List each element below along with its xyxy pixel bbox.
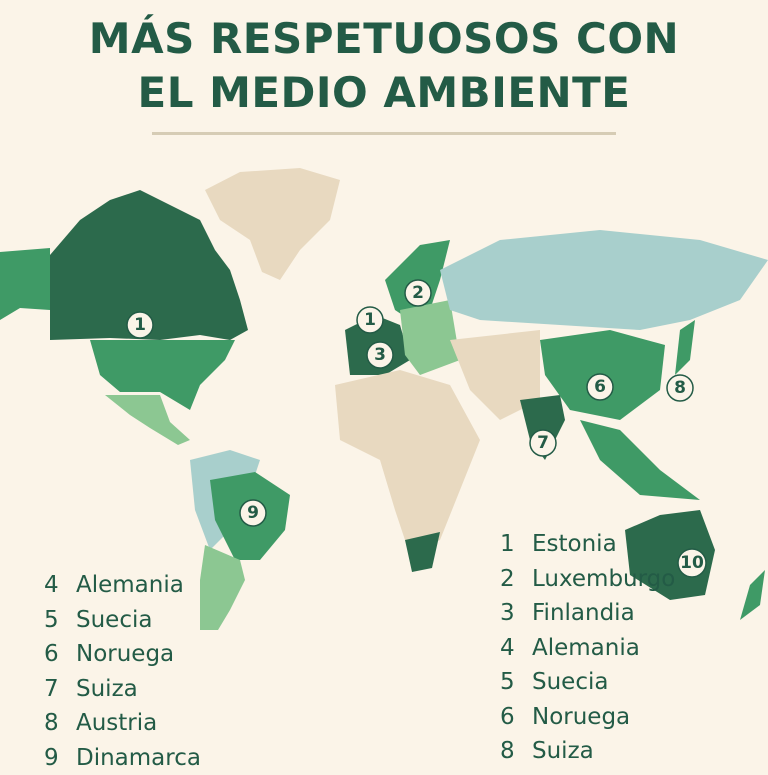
svg-text:1: 1 [364, 310, 376, 330]
country: Noruega [76, 641, 174, 667]
southeast-asia [580, 420, 700, 500]
rank: 6 [500, 700, 532, 735]
map-marker: 3 [367, 342, 393, 368]
map-marker: 1 [127, 312, 153, 338]
rank: 8 [500, 734, 532, 769]
country: Finlandia [532, 600, 635, 626]
country: Alemania [76, 572, 184, 598]
rank: 4 [44, 568, 76, 603]
map-marker: 10 [678, 549, 706, 577]
rank: 1 [500, 527, 532, 562]
japan [675, 320, 695, 375]
map-marker: 1 [357, 307, 383, 333]
rank: 9 [44, 741, 76, 775]
svg-text:10: 10 [680, 553, 704, 573]
country: Noruega [532, 704, 630, 730]
africa [335, 370, 480, 555]
svg-text:7: 7 [537, 433, 549, 453]
svg-text:2: 2 [412, 283, 424, 303]
mexico [105, 395, 190, 445]
map-marker: 2 [405, 280, 431, 306]
rank: 2 [500, 562, 532, 597]
alaska [0, 248, 50, 320]
russia [440, 230, 768, 330]
rank: 7 [44, 672, 76, 707]
title-divider [152, 132, 616, 135]
svg-text:9: 9 [247, 503, 259, 523]
country: Luxemburgo [532, 566, 675, 592]
country: Suecia [532, 669, 608, 695]
map-marker: 6 [587, 374, 613, 400]
country: Estonia [532, 531, 617, 557]
title-line-2: EL MEDIO AMBIENTE [0, 66, 768, 120]
rank: 6 [44, 637, 76, 672]
svg-text:6: 6 [594, 377, 606, 397]
svg-text:1: 1 [134, 315, 146, 335]
page-title: MÁS RESPETUOSOS CON EL MEDIO AMBIENTE [0, 12, 768, 120]
country: Suecia [76, 607, 152, 633]
svg-text:8: 8 [674, 378, 686, 398]
greenland [205, 168, 340, 280]
country: Suiza [76, 676, 138, 702]
eastern-europe [400, 300, 460, 375]
country: Austria [76, 710, 157, 736]
rank: 5 [44, 603, 76, 638]
rank: 3 [500, 596, 532, 631]
country: Dinamarca [76, 745, 201, 771]
svg-text:3: 3 [374, 345, 386, 365]
title-line-1: MÁS RESPETUOSOS CON [0, 12, 768, 66]
rank: 5 [500, 665, 532, 700]
map-marker: 8 [667, 375, 693, 401]
map-marker: 7 [530, 430, 556, 456]
new-zealand [740, 570, 765, 620]
map-marker: 9 [240, 500, 266, 526]
country: Alemania [532, 635, 640, 661]
country: Suiza [532, 738, 594, 764]
rank: 8 [44, 706, 76, 741]
rank: 4 [500, 631, 532, 666]
